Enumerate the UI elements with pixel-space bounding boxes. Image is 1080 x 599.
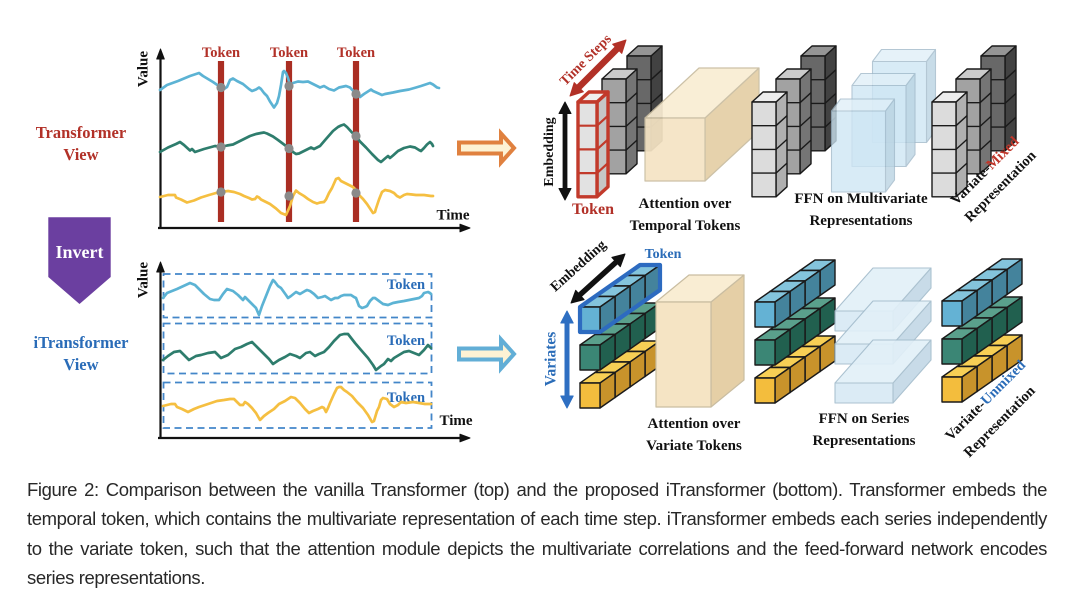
svg-text:Invert: Invert <box>56 242 104 262</box>
svg-text:View: View <box>63 145 98 164</box>
svg-text:Representations: Representations <box>812 433 915 449</box>
svg-text:Value: Value <box>136 262 152 298</box>
svg-text:Value: Value <box>136 51 152 87</box>
svg-text:Variates: Variates <box>543 332 560 387</box>
svg-text:iTransformer: iTransformer <box>34 333 129 352</box>
svg-text:Temporal Tokens: Temporal Tokens <box>630 218 741 234</box>
svg-text:Attention over: Attention over <box>639 196 732 212</box>
svg-text:Token: Token <box>387 277 425 293</box>
svg-text:Token: Token <box>387 333 425 349</box>
svg-text:Variate Tokens: Variate Tokens <box>646 438 742 454</box>
svg-text:Attention over: Attention over <box>648 416 741 432</box>
svg-text:Transformer: Transformer <box>36 123 126 142</box>
svg-text:Embedding: Embedding <box>548 238 609 295</box>
svg-text:Token: Token <box>645 247 682 262</box>
svg-text:Token: Token <box>337 45 375 61</box>
svg-text:Time: Time <box>439 413 472 429</box>
svg-text:Representations: Representations <box>809 213 912 229</box>
svg-text:View: View <box>63 355 98 374</box>
svg-text:Token: Token <box>270 45 308 61</box>
svg-text:FFN on Multivariate: FFN on Multivariate <box>794 191 928 207</box>
svg-text:FFN on Series: FFN on Series <box>819 411 910 427</box>
svg-text:Time: Time <box>436 208 469 224</box>
svg-text:Embedding: Embedding <box>542 117 557 186</box>
svg-text:Token: Token <box>202 45 240 61</box>
svg-text:Token: Token <box>572 201 614 218</box>
